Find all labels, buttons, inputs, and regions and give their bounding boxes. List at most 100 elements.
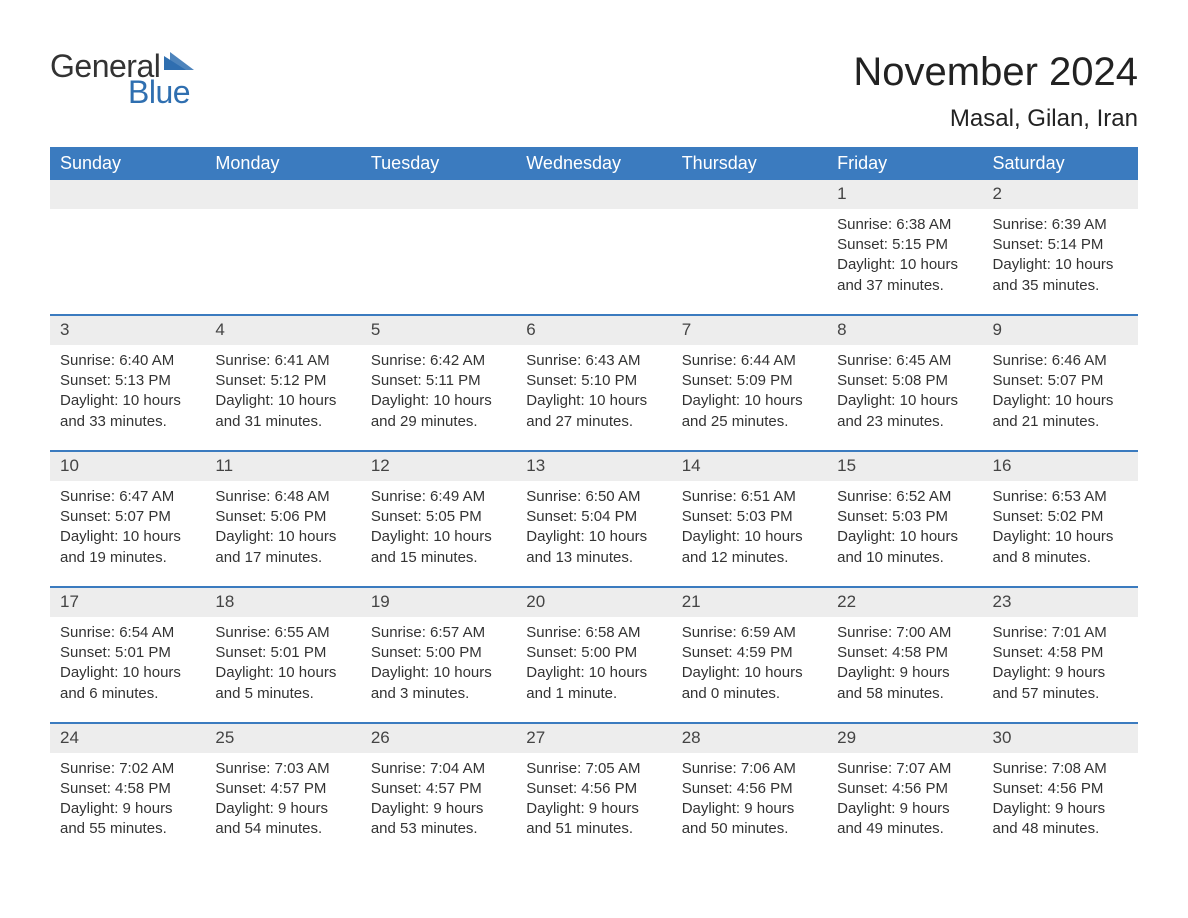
day-details-cell: Sunrise: 6:43 AMSunset: 5:10 PMDaylight:… xyxy=(516,345,671,451)
sunset-text: Sunset: 4:56 PM xyxy=(682,779,817,799)
day-details-cell xyxy=(361,209,516,315)
day-details-cell: Sunrise: 6:48 AMSunset: 5:06 PMDaylight:… xyxy=(205,481,360,587)
day-details-cell: Sunrise: 6:53 AMSunset: 5:02 PMDaylight:… xyxy=(983,481,1138,587)
daylight-text: Daylight: 9 hours and 48 minutes. xyxy=(993,799,1128,840)
day-number-cell: 16 xyxy=(983,451,1138,481)
sunrise-text: Sunrise: 7:07 AM xyxy=(837,759,972,779)
sunrise-text: Sunrise: 6:48 AM xyxy=(215,487,350,507)
details-row: Sunrise: 6:40 AMSunset: 5:13 PM Daylight:… xyxy=(50,345,1138,451)
day-number-cell: 24 xyxy=(50,723,205,753)
weekday-header: Tuesday xyxy=(361,147,516,180)
daynum-row: 10111213141516 xyxy=(50,451,1138,481)
day-details-cell xyxy=(516,209,671,315)
daynum-row: 12 xyxy=(50,180,1138,209)
sunrise-text: Sunrise: 7:01 AM xyxy=(993,623,1128,643)
day-number-cell: 25 xyxy=(205,723,360,753)
sunrise-text: Sunrise: 6:55 AM xyxy=(215,623,350,643)
day-number-cell: 18 xyxy=(205,587,360,617)
sunset-text: Sunset: 5:11 PM xyxy=(371,371,506,391)
header: General Blue November 2024 Masal, Gilan,… xyxy=(50,50,1138,133)
sunset-text: Sunset: 4:58 PM xyxy=(837,643,972,663)
daylight-text: Daylight: 10 hours and 17 minutes. xyxy=(215,527,350,568)
day-number-cell: 14 xyxy=(672,451,827,481)
logo-flag-icon xyxy=(164,52,194,76)
sunset-text: Sunset: 4:57 PM xyxy=(215,779,350,799)
day-number-cell: 5 xyxy=(361,315,516,345)
sunrise-text: Sunrise: 6:50 AM xyxy=(526,487,661,507)
sunrise-text: Sunrise: 7:03 AM xyxy=(215,759,350,779)
sunset-text: Sunset: 4:56 PM xyxy=(993,779,1128,799)
day-number-cell: 17 xyxy=(50,587,205,617)
day-number-cell: 23 xyxy=(983,587,1138,617)
day-details-cell: Sunrise: 6:38 AMSunset: 5:15 PMDaylight:… xyxy=(827,209,982,315)
sunrise-text: Sunrise: 6:45 AM xyxy=(837,351,972,371)
sunrise-text: Sunrise: 6:40 AM xyxy=(60,351,195,371)
location: Masal, Gilan, Iran xyxy=(853,105,1138,133)
sunset-text: Sunset: 5:03 PM xyxy=(682,507,817,527)
sunset-text: Sunset: 5:00 PM xyxy=(371,643,506,663)
sunset-text: Sunset: 5:13 PM xyxy=(60,371,195,391)
day-number-cell: 2 xyxy=(983,180,1138,209)
calendar-table: Sunday Monday Tuesday Wednesday Thursday… xyxy=(50,147,1138,844)
day-number-cell: 19 xyxy=(361,587,516,617)
day-details-cell: Sunrise: 7:03 AMSunset: 4:57 PMDaylight:… xyxy=(205,753,360,844)
sunset-text: Sunset: 5:03 PM xyxy=(837,507,972,527)
daylight-text: Daylight: 9 hours and 50 minutes. xyxy=(682,799,817,840)
day-details-cell: Sunrise: 6:42 AMSunset: 5:11 PMDaylight:… xyxy=(361,345,516,451)
day-number-cell: 6 xyxy=(516,315,671,345)
daylight-text: Daylight: 10 hours and 0 minutes. xyxy=(682,663,817,704)
sunset-text: Sunset: 5:06 PM xyxy=(215,507,350,527)
sunset-text: Sunset: 5:04 PM xyxy=(526,507,661,527)
sunset-text: Sunset: 5:05 PM xyxy=(371,507,506,527)
details-row: Sunrise: 7:02 AMSunset: 4:58 PMDaylight:… xyxy=(50,753,1138,844)
day-number-cell: 13 xyxy=(516,451,671,481)
day-details-cell: Sunrise: 6:46 AMSunset: 5:07 PMDaylight:… xyxy=(983,345,1138,451)
day-number-cell: 29 xyxy=(827,723,982,753)
sunset-text: Sunset: 5:10 PM xyxy=(526,371,661,391)
weekday-header: Wednesday xyxy=(516,147,671,180)
day-number-cell: 1 xyxy=(827,180,982,209)
daylight-text: Daylight: 10 hours and 19 minutes. xyxy=(60,527,195,568)
title-block: November 2024 Masal, Gilan, Iran xyxy=(853,50,1138,133)
daylight-text: Daylight: 10 hours and 35 minutes. xyxy=(993,255,1128,296)
day-details-cell: Sunrise: 6:39 AMSunset: 5:14 PMDaylight:… xyxy=(983,209,1138,315)
daylight-text: Daylight: 10 hours and 21 minutes. xyxy=(993,391,1128,432)
day-details-cell: Sunrise: 7:04 AMSunset: 4:57 PMDaylight:… xyxy=(361,753,516,844)
details-row: Sunrise: 6:54 AMSunset: 5:01 PMDaylight:… xyxy=(50,617,1138,723)
sunset-text: Sunset: 5:00 PM xyxy=(526,643,661,663)
daylight-text: Daylight: 9 hours and 51 minutes. xyxy=(526,799,661,840)
sunset-text: Sunset: 4:56 PM xyxy=(526,779,661,799)
day-number-cell xyxy=(361,180,516,209)
daylight-text: Daylight: 10 hours and 29 minutes. xyxy=(371,391,506,432)
day-number-cell: 4 xyxy=(205,315,360,345)
weekday-header-row: Sunday Monday Tuesday Wednesday Thursday… xyxy=(50,147,1138,180)
day-number-cell: 30 xyxy=(983,723,1138,753)
day-number-cell: 22 xyxy=(827,587,982,617)
day-number-cell: 7 xyxy=(672,315,827,345)
day-number-cell: 21 xyxy=(672,587,827,617)
day-number-cell: 27 xyxy=(516,723,671,753)
sunset-text: Sunset: 5:14 PM xyxy=(993,235,1128,255)
day-details-cell: Sunrise: 6:54 AMSunset: 5:01 PMDaylight:… xyxy=(50,617,205,723)
logo: General Blue xyxy=(50,50,194,108)
day-details-cell: Sunrise: 6:45 AMSunset: 5:08 PMDaylight:… xyxy=(827,345,982,451)
sunrise-text: Sunrise: 6:41 AM xyxy=(215,351,350,371)
sunset-text: Sunset: 4:57 PM xyxy=(371,779,506,799)
sunset-text: Sunset: 4:59 PM xyxy=(682,643,817,663)
daylight-text: Daylight: 9 hours and 55 minutes. xyxy=(60,799,195,840)
weekday-header: Monday xyxy=(205,147,360,180)
sunrise-text: Sunrise: 6:52 AM xyxy=(837,487,972,507)
day-details-cell xyxy=(50,209,205,315)
sunrise-text: Sunrise: 6:54 AM xyxy=(60,623,195,643)
day-details-cell: Sunrise: 6:44 AMSunset: 5:09 PMDaylight:… xyxy=(672,345,827,451)
daylight-text: Daylight: 10 hours and 1 minute. xyxy=(526,663,661,704)
daylight-text: Daylight: 10 hours and 37 minutes. xyxy=(837,255,972,296)
day-details-cell: Sunrise: 7:00 AMSunset: 4:58 PMDaylight:… xyxy=(827,617,982,723)
sunrise-text: Sunrise: 7:05 AM xyxy=(526,759,661,779)
day-number-cell: 26 xyxy=(361,723,516,753)
day-details-cell: Sunrise: 7:08 AMSunset: 4:56 PMDaylight:… xyxy=(983,753,1138,844)
daylight-text: Daylight: 10 hours and 31 minutes. xyxy=(215,391,350,432)
sunrise-text: Sunrise: 7:06 AM xyxy=(682,759,817,779)
day-details-cell: Sunrise: 7:06 AMSunset: 4:56 PMDaylight:… xyxy=(672,753,827,844)
daynum-row: 24252627282930 xyxy=(50,723,1138,753)
